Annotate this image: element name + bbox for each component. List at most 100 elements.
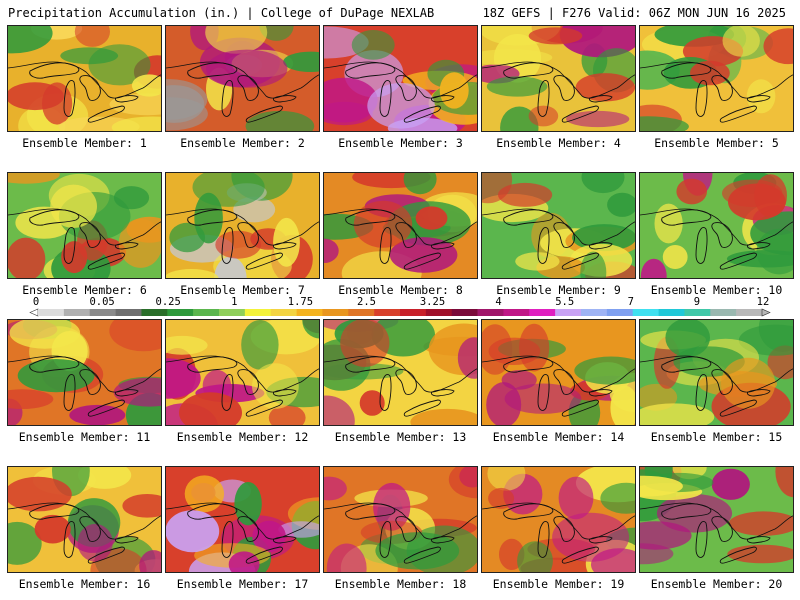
great-lake-outline [29,209,80,226]
country-border [482,61,635,99]
ensemble-member-label: Ensemble Member: 4 [496,136,621,150]
ensemble-member-label: Ensemble Member: 8 [338,283,463,297]
precip-contour [487,467,526,491]
colorbar-tick-label: 0.05 [89,296,115,308]
ensemble-member-map-15 [639,319,794,426]
great-lake-outline [695,79,708,117]
precip-contour [8,82,64,111]
great-lake-outline [537,373,550,411]
great-lake-outline [503,503,554,520]
precip-contour [241,320,279,370]
precip-contour [448,467,477,499]
great-lake-outline [221,226,234,264]
ensemble-member-map-16 [7,466,162,573]
precip-contour [259,26,294,41]
country-border [640,502,793,540]
precip-contour [234,482,262,526]
great-lake-outline [561,252,599,270]
ensemble-member-map-11 [7,319,162,426]
ensemble-member-map-7 [165,172,320,279]
precip-contour [166,97,208,131]
precip-contour [359,390,385,416]
country-border [482,208,635,246]
great-lake-outline [245,252,283,270]
great-lake-outline [711,75,733,101]
ensemble-member-label: Ensemble Member: 9 [496,283,621,297]
precip-contour [640,521,692,550]
great-lake-outline [711,369,733,395]
colorbar-segment [710,309,737,316]
country-border [482,502,635,540]
precip-contour [662,245,688,269]
precip-contour [268,404,306,425]
great-lake-outline [187,356,238,373]
great-lake-outline [29,62,80,79]
precip-contour [61,241,88,274]
colorbar-segment [684,309,711,316]
precip-contour [60,47,119,65]
ensemble-member-label: Ensemble Member: 11 [18,430,151,444]
great-lake-outline [403,546,441,564]
great-lake-outline [661,503,712,520]
great-lake-outline [345,209,396,226]
great-lake-outline [63,373,76,411]
colorbar-segment [374,309,401,316]
precip-contour [324,395,355,425]
precip-contour [403,173,437,195]
precip-contour [775,467,793,498]
colorbar-tick-label: 12 [756,296,770,308]
colorbar-segment [606,309,634,316]
precip-contour [600,482,635,514]
precip-contour [50,184,97,228]
ensemble-member-label: Ensemble Member: 13 [334,430,467,444]
great-lake-outline [588,536,613,544]
great-lake-outline [187,62,238,79]
colorbar-max-arrow [761,308,771,317]
ensemble-member-map-20 [639,466,794,573]
ensemble-member-label: Ensemble Member: 20 [650,577,783,591]
precip-contour [166,358,201,399]
ensemble-member-label: Ensemble Member: 15 [650,430,783,444]
precip-contour [640,116,689,131]
country-border [324,61,477,99]
colorbar-segment [63,309,91,316]
precip-contour [206,49,288,88]
precip-contour [283,51,319,72]
precip-contour [498,182,553,207]
colorbar-segment [348,309,375,316]
great-lake-outline [553,516,575,542]
precip-contour [326,543,367,572]
great-lake-outline [345,62,396,79]
ensemble-member-label: Ensemble Member: 17 [176,577,309,591]
great-lake-outline [503,209,554,226]
precip-contour [515,252,560,271]
country-border [166,355,319,393]
colorbar-segment [115,309,142,316]
ensemble-member-map-18 [323,466,478,573]
great-lake-outline [503,62,554,79]
precip-contour [728,511,793,536]
great-lake-outline [537,79,550,117]
great-lake-outline [430,242,455,250]
precip-contour [8,521,42,565]
precip-contour [245,110,315,131]
country-border [640,355,793,393]
precip-contour [367,83,435,129]
ensemble-member-label: Ensemble Member: 12 [176,430,309,444]
great-lake-outline [395,516,417,542]
great-lake-outline [272,389,297,397]
precip-contour [8,389,54,409]
precip-contour [607,192,635,217]
precip-contour [676,178,707,205]
ensemble-member-map-9 [481,172,636,279]
ensemble-member-map-3 [323,25,478,132]
great-lake-outline [272,242,297,250]
great-lake-outline [395,222,417,248]
great-lake-outline [79,516,101,542]
country-border [8,208,161,246]
great-lake-outline [719,252,757,270]
ensemble-member-label: Ensemble Member: 2 [180,136,305,150]
ensemble-member-map-6 [7,172,162,279]
great-lake-outline [746,242,771,250]
great-lake-outline [237,516,259,542]
